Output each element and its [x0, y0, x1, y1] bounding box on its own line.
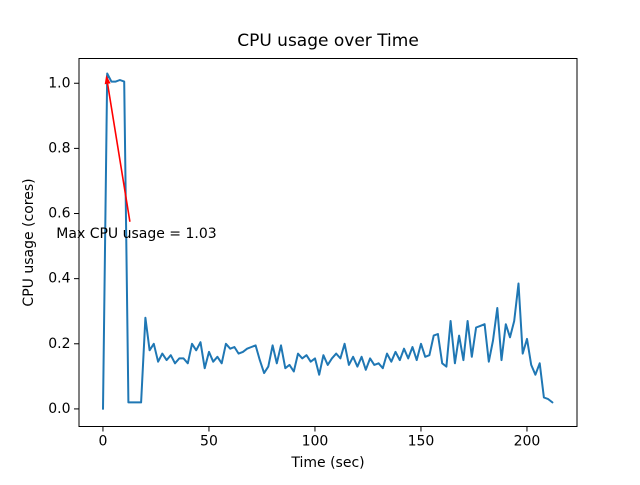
max-annotation: Max CPU usage = 1.03 [56, 75, 217, 242]
plot-area [79, 58, 577, 427]
x-axis-ticks: 0 50 100 150 200 [98, 426, 541, 450]
y-axis-label: CPU usage (cores) [21, 178, 37, 306]
annotation-arrow-line [106, 83, 131, 222]
chart-title: CPU usage over Time [237, 31, 419, 51]
y-tick-label: 0.0 [48, 401, 70, 417]
y-tick-label: 1.0 [48, 75, 70, 91]
cpu-usage-line [102, 72, 554, 410]
annotation-arrowhead-icon [104, 75, 111, 85]
y-tick-label: 0.2 [48, 336, 70, 352]
x-tick-label: 50 [200, 434, 218, 450]
y-axis-ticks: 0.0 0.2 0.4 0.6 0.8 1.0 [48, 75, 79, 417]
x-tick-label: 100 [302, 434, 329, 450]
x-tick-label: 150 [408, 434, 435, 450]
y-tick-label: 0.6 [48, 206, 70, 222]
x-axis-label: Time (sec) [290, 455, 364, 471]
plot-border [78, 58, 578, 427]
x-tick-label: 200 [514, 434, 541, 450]
annotation-text: Max CPU usage = 1.03 [56, 226, 216, 242]
y-tick-label: 0.8 [48, 140, 70, 156]
x-tick-label: 0 [98, 434, 107, 450]
y-tick-label: 0.4 [48, 271, 70, 287]
